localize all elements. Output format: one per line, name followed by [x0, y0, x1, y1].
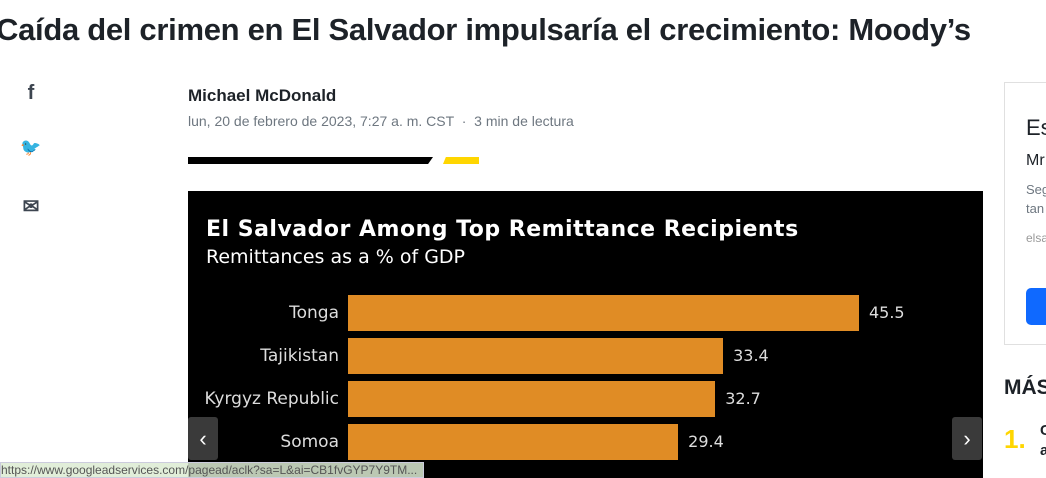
chart-value-label: 45.5: [868, 303, 905, 322]
card-title: Es: [1026, 115, 1046, 140]
chart-value-label: 33.4: [733, 346, 769, 365]
read-time: 3 min de lectura: [474, 113, 574, 129]
article-title: Caída del crimen en El Salvador impulsar…: [0, 12, 971, 47]
chart-category-label: Kyrgyz Republic: [204, 389, 340, 409]
chart-bar: [348, 338, 724, 374]
chart-category-label: Tajikistan: [260, 346, 339, 366]
sidebar-card: Es Mr Seg tan elsa: [1004, 82, 1046, 345]
carousel-prev-button[interactable]: ‹: [188, 417, 218, 460]
chart-subtitle: Remittances as a % of GDP: [206, 246, 466, 268]
chart-bar: [348, 424, 679, 460]
card-text: tan: [1026, 201, 1045, 216]
card-button[interactable]: [1026, 288, 1046, 325]
chart-value-label: 29.4: [688, 432, 724, 451]
facebook-icon[interactable]: f: [27, 82, 35, 104]
chart-image: El Salvador Among Top Remittance Recipie…: [188, 191, 983, 478]
separator: ·: [461, 113, 467, 129]
mas-heading: MÁS: [1004, 376, 1046, 399]
card-text: Seg: [1026, 182, 1046, 197]
card-link[interactable]: elsa: [1026, 231, 1046, 245]
carousel-next-button[interactable]: ›: [952, 417, 982, 460]
chart-category-label: Somoa: [280, 432, 339, 452]
date: lun, 20 de febrero de 2023, 7:27 a. m. C…: [188, 113, 454, 129]
chart-value-label: 32.7: [725, 389, 761, 408]
chart-bar: [348, 295, 859, 331]
list-number: 1.: [1004, 424, 1026, 454]
divider-yellow: [443, 157, 479, 164]
chart-bar: [348, 381, 716, 417]
chart-category-label: Tonga: [289, 303, 339, 323]
card-subtitle: Mr: [1026, 152, 1045, 169]
list-item-text[interactable]: C: [1040, 422, 1046, 439]
author-name[interactable]: Michael McDonald: [188, 86, 337, 105]
list-item-text[interactable]: a: [1040, 442, 1046, 459]
article-meta: lun, 20 de febrero de 2023, 7:27 a. m. C…: [188, 113, 574, 129]
email-icon[interactable]: ✉: [22, 196, 40, 218]
status-bar-url: https://www.googleadservices.com/pagead/…: [0, 462, 425, 478]
twitter-icon[interactable]: 🐦: [20, 138, 42, 157]
divider-black: [188, 157, 433, 164]
chart-title: El Salvador Among Top Remittance Recipie…: [206, 217, 799, 242]
